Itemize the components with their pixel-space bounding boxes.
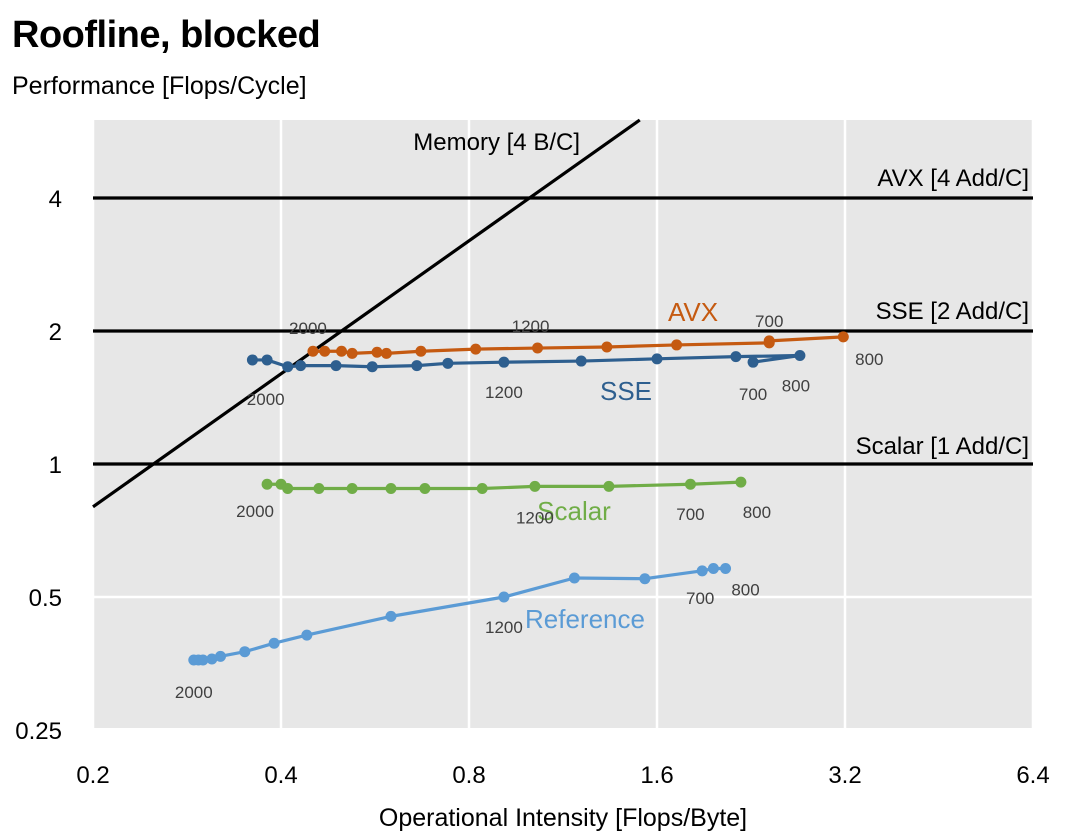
data-point-avx xyxy=(532,342,544,354)
point-label-scalar: 1200 xyxy=(516,508,554,527)
data-point-reference xyxy=(639,573,651,585)
data-point-sse xyxy=(575,355,587,367)
series-label-sse: SSE xyxy=(600,376,652,406)
x-tick-label: 3.2 xyxy=(828,762,861,789)
point-label-avx: 800 xyxy=(855,350,883,369)
data-point-reference xyxy=(385,610,397,622)
data-point-avx xyxy=(837,331,849,343)
y-tick-label: 4 xyxy=(49,186,62,213)
series-scalar: Scalar 2000 1200 700 800 xyxy=(236,476,771,527)
point-label-reference: 800 xyxy=(731,581,759,600)
data-point-avx xyxy=(346,347,358,359)
data-point-avx xyxy=(671,339,683,351)
data-point-reference xyxy=(568,572,580,584)
data-point-reference xyxy=(707,563,719,575)
plot-area xyxy=(93,120,1033,728)
data-point-scalar xyxy=(282,483,294,495)
data-point-sse xyxy=(246,354,258,366)
point-label-sse: 2000 xyxy=(247,390,285,409)
point-label-sse: 700 xyxy=(739,385,767,404)
data-point-scalar xyxy=(385,483,397,495)
series-reference: Reference 2000 1200 700 800 xyxy=(175,563,760,702)
data-point-sse xyxy=(330,360,342,372)
data-point-scalar xyxy=(313,483,325,495)
data-point-sse xyxy=(747,356,759,368)
data-point-reference xyxy=(214,650,226,662)
series-avx: AVX 2000 1200 700 800 xyxy=(289,297,883,369)
roof-label: SSE [2 Add/C] xyxy=(876,298,1029,325)
axes: 0.2 0.4 0.8 1.6 3.2 6.4 0.25 0.5 1 2 4 xyxy=(15,186,1049,789)
y-tick-label: 1 xyxy=(49,452,62,479)
data-point-avx xyxy=(319,345,331,357)
data-point-sse xyxy=(261,354,273,366)
point-label-scalar: 800 xyxy=(743,503,771,522)
point-label-reference: 2000 xyxy=(175,683,213,702)
data-point-avx xyxy=(380,347,392,359)
data-point-avx xyxy=(307,345,319,357)
x-tick-label: 0.2 xyxy=(76,762,109,789)
x-axis-label: Operational Intensity [Flops/Byte] xyxy=(379,804,747,832)
data-point-sse xyxy=(411,360,423,372)
data-point-avx xyxy=(601,341,613,353)
y-axis-label: Performance [Flops/Cycle] xyxy=(12,72,307,100)
point-label-sse: 800 xyxy=(782,377,810,396)
data-point-scalar xyxy=(603,480,615,492)
data-point-scalar xyxy=(346,483,358,495)
y-tick-label: 0.25 xyxy=(15,718,62,745)
chart-title: Roofline, blocked xyxy=(12,14,321,56)
data-point-reference xyxy=(197,654,209,666)
point-label-reference: 700 xyxy=(686,589,714,608)
data-point-reference xyxy=(696,565,708,577)
point-label-scalar: 2000 xyxy=(236,502,274,521)
series-label-reference: Reference xyxy=(525,604,645,634)
data-point-reference xyxy=(206,653,218,665)
x-tick-label: 0.8 xyxy=(452,762,485,789)
series-label-avx: AVX xyxy=(668,297,718,327)
data-point-sse xyxy=(730,351,742,363)
data-point-reference xyxy=(720,563,732,575)
data-point-sse xyxy=(366,361,378,373)
y-tick-label: 0.5 xyxy=(29,585,62,612)
data-point-reference xyxy=(239,646,251,658)
series-sse: SSE 2000 1200 700 800 xyxy=(247,350,810,409)
data-point-sse xyxy=(282,361,294,373)
data-point-avx xyxy=(763,335,775,347)
data-point-reference xyxy=(268,637,280,649)
point-label-avx: 1200 xyxy=(512,317,550,336)
memory-roof-label: Memory [4 B/C] xyxy=(413,129,580,156)
point-label-sse: 1200 xyxy=(485,383,523,402)
point-label-scalar: 700 xyxy=(676,505,704,524)
data-point-scalar xyxy=(476,483,488,495)
data-point-sse xyxy=(442,357,454,369)
point-label-reference: 1200 xyxy=(485,618,523,637)
series-label-scalar: Scalar xyxy=(537,496,611,526)
roof-label: AVX [4 Add/C] xyxy=(877,165,1029,192)
data-point-sse xyxy=(651,353,663,365)
data-point-scalar xyxy=(684,478,696,490)
x-tick-label: 1.6 xyxy=(640,762,673,789)
point-label-avx: 2000 xyxy=(289,319,327,338)
data-point-avx xyxy=(470,343,482,355)
data-point-scalar xyxy=(529,480,541,492)
data-point-avx xyxy=(415,345,427,357)
x-tick-label: 0.4 xyxy=(264,762,297,789)
data-point-sse xyxy=(498,356,510,368)
data-point-reference xyxy=(301,629,313,641)
data-point-reference xyxy=(498,591,510,603)
x-tick-label: 6.4 xyxy=(1016,762,1049,789)
point-label-avx: 700 xyxy=(755,312,783,331)
data-point-scalar xyxy=(419,483,431,495)
data-point-sse xyxy=(794,350,806,362)
data-point-scalar xyxy=(261,478,273,490)
data-point-avx xyxy=(371,346,383,358)
data-point-scalar xyxy=(735,476,747,488)
memory-roof-line xyxy=(92,118,641,509)
y-tick-label: 2 xyxy=(49,319,62,346)
data-point-avx xyxy=(336,345,348,357)
roof-label: Scalar [1 Add/C] xyxy=(856,433,1029,460)
data-point-sse xyxy=(295,360,307,372)
roof-lines: AVX [4 Add/C] SSE [2 Add/C] Scalar [1 Add/… xyxy=(92,118,1033,509)
